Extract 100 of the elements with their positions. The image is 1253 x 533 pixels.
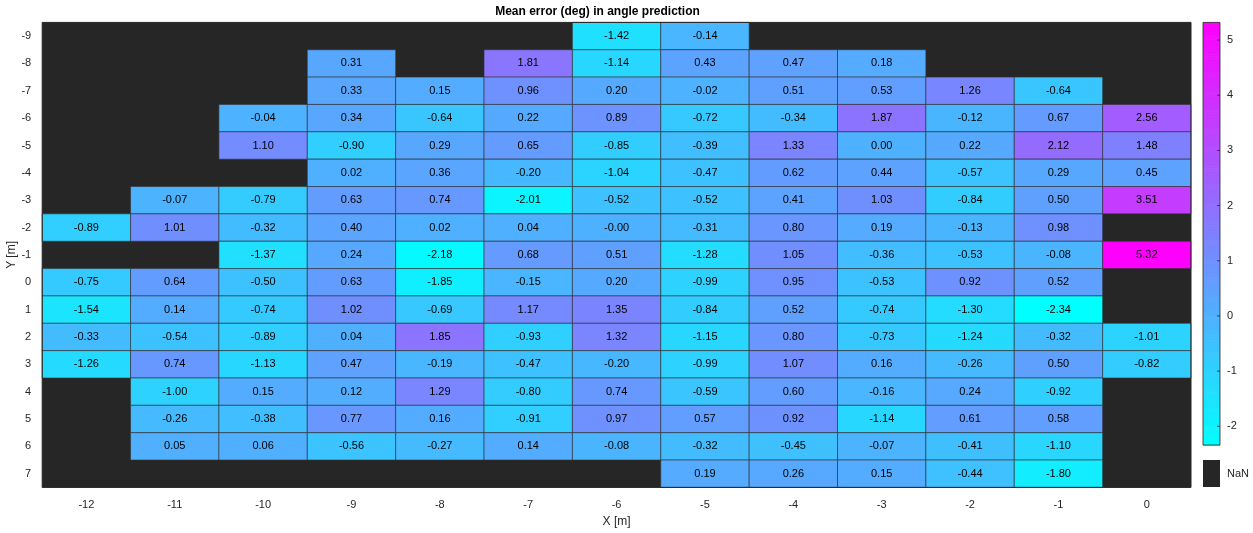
chart-title: Mean error (deg) in angle prediction (495, 3, 700, 18)
y-tick-label: -6 (21, 111, 32, 124)
data-label: 3.51 (1136, 193, 1158, 206)
data-label: -0.20 (604, 357, 630, 370)
data-label: 0.97 (605, 412, 628, 425)
data-label: 1.81 (517, 56, 539, 69)
data-label: 0.14 (164, 302, 186, 315)
data-label: -0.59 (692, 384, 718, 397)
data-label: -0.26 (957, 357, 983, 370)
data-label: 0.74 (605, 384, 628, 397)
data-label: 0.63 (340, 193, 363, 206)
data-label: -0.69 (427, 302, 453, 315)
data-label: -0.91 (515, 412, 541, 425)
data-label: -0.19 (427, 357, 453, 370)
data-label: -0.27 (427, 439, 453, 452)
data-label: 0.51 (605, 247, 628, 260)
data-label: 0.19 (694, 466, 716, 479)
data-label: 0.16 (870, 357, 893, 370)
data-label: 0.62 (782, 165, 805, 178)
data-label: 1.29 (429, 384, 451, 397)
data-label: -0.99 (692, 357, 718, 370)
x-tick-label: -3 (876, 498, 887, 511)
data-label: 1.48 (1136, 138, 1158, 151)
data-label: -0.13 (957, 220, 983, 233)
data-label: 0.04 (517, 220, 539, 233)
data-label: -0.74 (869, 302, 895, 315)
data-label: 0.05 (164, 439, 186, 452)
data-label: -1.28 (692, 247, 718, 260)
data-label: -0.92 (1045, 384, 1071, 397)
data-label: -1.85 (427, 275, 453, 288)
x-tick-label: -9 (346, 498, 357, 511)
data-label: 0.64 (164, 275, 186, 288)
data-label: 1.33 (782, 138, 805, 151)
y-tick-label: 1 (25, 302, 32, 315)
data-label: -0.14 (692, 29, 718, 42)
data-label: 0.41 (782, 193, 805, 206)
data-label: -0.32 (250, 220, 276, 233)
data-label: 0.77 (340, 412, 363, 425)
data-label: -0.45 (780, 439, 806, 452)
data-label: -0.89 (250, 329, 276, 342)
data-label: 0.02 (340, 165, 363, 178)
data-label: -0.82 (1134, 357, 1160, 370)
data-label: -0.50 (250, 275, 276, 288)
data-label: -1.14 (869, 412, 895, 425)
data-label: 0.58 (1047, 412, 1070, 425)
data-label: 1.07 (782, 357, 805, 370)
data-label: -1.30 (957, 302, 983, 315)
data-label: -0.12 (957, 111, 983, 124)
data-label: 0.34 (340, 111, 363, 124)
data-label: -0.99 (692, 275, 718, 288)
data-label: -0.64 (1045, 83, 1071, 96)
x-tick-label: -5 (700, 498, 710, 511)
data-label: 0.80 (782, 329, 805, 342)
y-tick-label: 4 (25, 384, 32, 397)
data-label: 0.50 (1047, 357, 1070, 370)
y-tick-label: -3 (21, 193, 32, 206)
y-tick-label: -7 (21, 83, 32, 96)
color-bar-label: 5 (1227, 33, 1234, 46)
x-tick-label: -2 (965, 498, 975, 511)
data-label: 0.96 (517, 83, 539, 96)
data-label: 0.15 (252, 384, 274, 397)
data-label: 0.68 (517, 247, 539, 260)
data-label: -0.64 (427, 111, 453, 124)
data-label: -0.74 (250, 302, 276, 315)
y-tick-label: -8 (21, 56, 32, 69)
color-bar-label: 3 (1227, 143, 1234, 156)
data-label: -0.44 (957, 466, 983, 479)
data-label: 0.33 (340, 83, 363, 96)
data-label: 2.12 (1047, 138, 1070, 151)
y-axis-title: Y [m] (3, 241, 18, 269)
data-label: 0.04 (340, 329, 363, 342)
data-label: -0.26 (162, 412, 188, 425)
x-tick-label: -12 (78, 498, 95, 511)
x-axis-title: X [m] (602, 514, 631, 529)
data-label: 0.98 (1047, 220, 1070, 233)
y-tick-label: 3 (25, 357, 32, 370)
data-label: -0.07 (162, 193, 188, 206)
data-label: -0.93 (515, 329, 541, 342)
data-label: 0.45 (1136, 165, 1158, 178)
x-tick-label: -1 (1053, 498, 1064, 511)
data-label: 0.51 (782, 83, 805, 96)
data-label: -0.34 (780, 111, 806, 124)
y-tick-label: -2 (21, 220, 32, 233)
data-label: 0.18 (870, 56, 893, 69)
data-label: 0.29 (1047, 165, 1070, 178)
data-label: 0.12 (340, 384, 363, 397)
data-label: -0.38 (250, 412, 276, 425)
y-tick-label: -9 (21, 29, 32, 42)
data-label: 0.19 (870, 220, 893, 233)
data-label: -1.24 (957, 329, 983, 342)
x-tick-label: 0 (1143, 498, 1150, 511)
data-label: -0.56 (338, 439, 365, 452)
data-label: -0.84 (957, 193, 983, 206)
data-label: 0.67 (1047, 111, 1070, 124)
data-label: -2.18 (427, 247, 453, 260)
data-label: -0.32 (692, 439, 718, 452)
data-label: -0.79 (250, 193, 276, 206)
x-tick-label: -6 (611, 498, 622, 511)
data-label: 0.22 (959, 138, 981, 151)
y-tick-label: 0 (25, 275, 32, 288)
